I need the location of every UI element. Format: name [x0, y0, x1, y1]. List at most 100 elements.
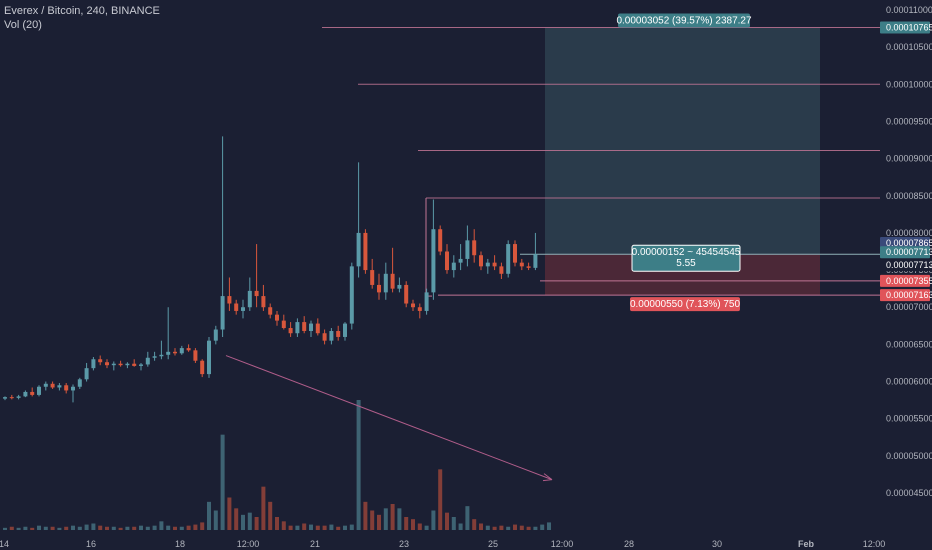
- candle-body: [98, 359, 103, 363]
- price-tick-label: 0.00011000: [886, 5, 932, 15]
- volume-bar: [179, 526, 184, 530]
- volume-bar: [492, 526, 497, 530]
- candle-body: [472, 240, 477, 256]
- candle-body: [118, 363, 123, 366]
- volume-bar: [227, 497, 232, 530]
- volume-bar: [465, 506, 470, 530]
- volume-bar: [383, 508, 388, 530]
- price-tick-label: 0.00005000: [886, 451, 932, 461]
- candle-body: [43, 383, 48, 387]
- volume-bar: [213, 510, 218, 530]
- volume-bar: [485, 525, 490, 530]
- candle-body: [84, 368, 89, 380]
- candle-body: [309, 323, 313, 332]
- price-tick-label: 0.00005500: [886, 414, 932, 424]
- candle-body: [315, 323, 320, 334]
- volume-indicator-title: Vol (20): [4, 19, 42, 31]
- volume-bar: [261, 486, 266, 530]
- volume-bar: [37, 525, 41, 530]
- candle-body: [404, 284, 409, 304]
- price-tick-label: 0.00004500: [886, 488, 932, 498]
- price-tag-target: [880, 21, 930, 34]
- candle-body: [139, 364, 143, 366]
- price-tag-label: 0.00007713: [886, 260, 932, 270]
- volume-bar: [71, 525, 75, 530]
- volume-bar: [23, 526, 28, 530]
- candle-body: [16, 396, 21, 398]
- volume-bar: [159, 521, 164, 530]
- candle-body: [227, 296, 232, 304]
- volume-bar: [64, 526, 69, 530]
- candle-body: [281, 320, 286, 329]
- price-tag-last: [880, 259, 930, 272]
- time-tick-label: 12:00: [863, 539, 886, 549]
- volume-bar: [431, 510, 436, 530]
- candle-body: [241, 307, 245, 311]
- volume-bar: [9, 526, 14, 530]
- candle-body: [71, 386, 75, 391]
- candle-body: [179, 348, 184, 354]
- volume-bar: [309, 524, 313, 530]
- time-tick-label: 18: [175, 539, 185, 549]
- volume-bar: [390, 504, 395, 530]
- candle-body: [465, 240, 470, 259]
- price-tag-stop_zone: [880, 289, 930, 302]
- price-tick-label: 0.00008500: [886, 191, 932, 201]
- volume-bar: [268, 501, 273, 530]
- price-tick-label: 0.00010000: [886, 79, 932, 89]
- candle-body: [193, 350, 198, 361]
- target-label-box: [618, 13, 750, 28]
- candle-body: [513, 244, 517, 263]
- candle-body: [213, 329, 218, 341]
- volume-bar: [91, 523, 96, 530]
- candle-body: [411, 303, 415, 308]
- volume-bar: [445, 512, 449, 530]
- candle-body: [336, 331, 341, 337]
- price-tick-label: 0.00010500: [886, 42, 932, 52]
- price-tag-label: 0.00007713: [886, 247, 932, 257]
- volume-bar: [247, 512, 252, 530]
- target-label: 0.00003052 (39.57%) 2387.27: [616, 15, 752, 26]
- volume-bar: [220, 434, 225, 530]
- volume-bar: [506, 526, 511, 530]
- candle-body: [397, 284, 402, 289]
- volume-bar: [424, 525, 429, 530]
- volume-bar: [451, 517, 456, 530]
- volume-bar: [377, 514, 381, 530]
- volume-bar: [349, 524, 354, 530]
- candle-body: [254, 290, 259, 297]
- price-tag-label: 0.00010765: [886, 22, 932, 32]
- candle-body: [417, 307, 422, 311]
- candle-body: [370, 270, 375, 285]
- volume-bar: [472, 519, 477, 530]
- candle-body: [234, 303, 239, 311]
- candle-body: [526, 266, 531, 268]
- candle-body: [207, 340, 211, 375]
- volume-bar: [458, 523, 463, 530]
- candle-body: [295, 322, 300, 334]
- candle-body: [186, 348, 191, 351]
- candle-body: [105, 362, 109, 366]
- time-tick-label: 14: [0, 539, 9, 549]
- candle-body: [23, 391, 28, 397]
- candle-body: [275, 314, 279, 321]
- volume-bar: [519, 525, 524, 530]
- price-tick-label: 0.00007000: [886, 302, 932, 312]
- volume-bar: [118, 527, 123, 530]
- price-tick-label: 0.00006000: [886, 377, 932, 387]
- candle-body: [363, 232, 368, 271]
- stop-label-box: [630, 297, 740, 312]
- candle-body: [268, 307, 273, 315]
- volume-bar: [125, 526, 130, 530]
- candle-body: [37, 386, 41, 395]
- candle-body: [383, 273, 388, 293]
- price-tag-label: 0.00007163: [886, 290, 932, 300]
- candle-body: [390, 273, 395, 289]
- volume-bar: [322, 525, 327, 530]
- time-tick-label: 25: [488, 539, 498, 549]
- volume-bar: [363, 501, 368, 530]
- volume-bar: [356, 400, 361, 530]
- volume-bar: [533, 526, 538, 530]
- volume-bar: [397, 508, 402, 530]
